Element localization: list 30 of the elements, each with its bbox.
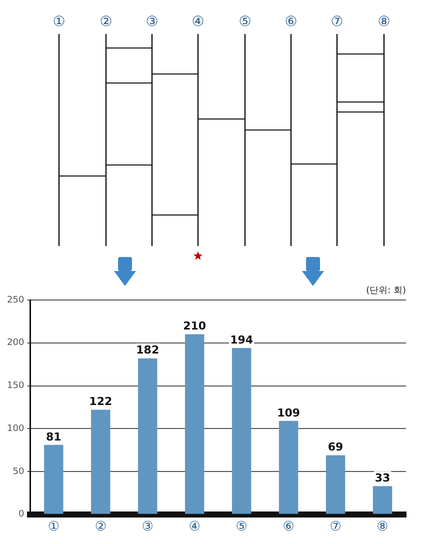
- bar: [44, 444, 64, 514]
- data-label: 194: [230, 333, 254, 346]
- bar: [232, 348, 252, 514]
- y-tick-label: 0: [18, 510, 24, 520]
- x-tick-label: ③: [142, 520, 154, 535]
- bar: [184, 334, 204, 514]
- x-tick-label: ①: [48, 520, 60, 535]
- y-tick-label: 150: [6, 381, 24, 392]
- bar: [278, 420, 298, 514]
- bar: [326, 455, 346, 514]
- bar: [372, 486, 392, 514]
- data-label: 122: [89, 395, 112, 408]
- x-tick-label: ⑤: [236, 520, 248, 535]
- data-label: 210: [183, 320, 206, 333]
- x-tick-label: ⑦: [330, 520, 342, 535]
- x-tick-label: ⑥: [282, 520, 294, 535]
- data-label: 33: [374, 471, 390, 484]
- y-tick-label: 50: [12, 466, 24, 477]
- data-label: 69: [328, 440, 344, 454]
- bar: [91, 410, 110, 514]
- y-tick-label: 100: [6, 424, 24, 434]
- x-tick-label: ②: [94, 520, 106, 535]
- y-tick-label: 200: [6, 338, 24, 348]
- x-tick-label: ⑧: [376, 520, 388, 535]
- y-tick-label: 250: [6, 295, 24, 306]
- data-label: 81: [46, 430, 62, 444]
- bar: [138, 358, 158, 514]
- x-tick-label: ④: [188, 520, 200, 535]
- data-label: 182: [136, 344, 160, 357]
- data-label: 109: [277, 406, 300, 420]
